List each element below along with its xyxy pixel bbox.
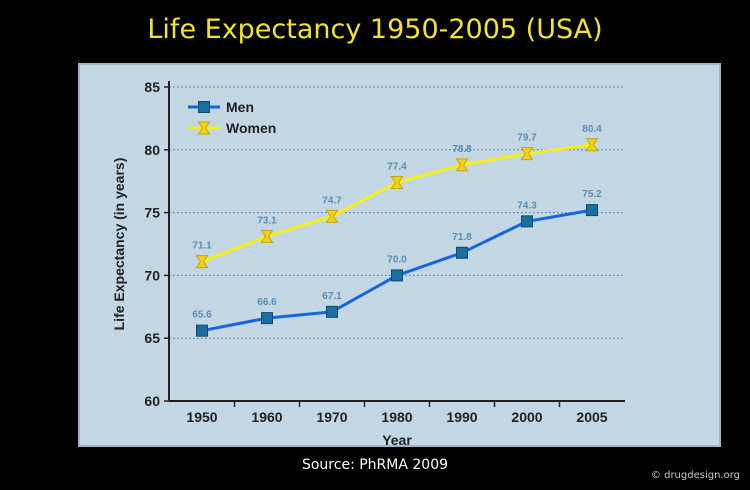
data-label-men: 71.8 [452,232,472,243]
y-axis-title: Life Expectancy (in years) [111,158,127,331]
data-point-men [456,246,468,259]
data-point-women [195,255,209,269]
data-point-women [455,158,469,172]
y-tick-label: 65 [144,330,160,346]
data-label-men: 74.3 [517,200,537,211]
data-label-women: 80.4 [582,124,602,135]
y-tick-label: 70 [144,267,160,283]
data-label-women: 71.1 [192,241,212,252]
data-point-men [586,204,598,217]
data-label-men: 75.2 [582,189,602,200]
data-label-women: 73.1 [257,215,277,226]
data-label-men: 66.6 [257,297,277,308]
legend-marker-women [197,121,211,135]
source-text: Source: PhRMA 2009 [301,457,449,473]
x-tick-label: 1960 [251,409,282,425]
y-tick-label: 80 [144,142,160,158]
data-label-women: 78.8 [452,144,472,155]
data-point-men [326,305,338,318]
data-point-women [260,229,274,243]
y-tick-label: 60 [144,393,160,409]
data-point-men [196,324,208,337]
x-tick-label: 1970 [316,409,347,425]
data-label-men: 67.1 [322,291,342,302]
y-tick-label: 75 [144,205,160,221]
data-label-women: 74.7 [322,195,342,206]
data-point-women [585,138,599,152]
x-tick-label: 1950 [186,409,217,425]
slide-title: Life Expectancy 1950-2005 (USA) [147,14,603,45]
data-label-women: 77.4 [387,161,407,172]
legend-label-men: Men [226,99,254,115]
data-label-men: 70.0 [387,254,407,265]
legend-label-women: Women [226,120,276,136]
x-tick-label: 1990 [446,409,477,425]
data-point-men [391,269,403,282]
y-tick-label: 85 [144,79,160,95]
data-point-men [521,215,533,228]
data-point-women [520,147,534,161]
credit-text: © drugdesign.org [650,470,740,481]
chart-panel: 60 65 70 75 80 85 1950 1960 1970 1980 1990 2000 2005… [78,63,721,447]
x-tick-label: 2000 [511,409,542,425]
data-point-women [390,175,404,189]
x-tick-label: 1980 [381,409,412,425]
line-chart: 60 65 70 75 80 85 1950 1960 1970 1980 1990 2000 2005… [111,79,625,445]
data-label-men: 65.6 [192,310,212,321]
data-point-women [325,209,339,223]
x-axis-title: Year [382,432,412,445]
data-point-men [261,312,273,325]
x-tick-label: 2005 [576,409,607,425]
data-label-women: 79.7 [517,133,537,144]
legend-marker-men [198,101,210,113]
